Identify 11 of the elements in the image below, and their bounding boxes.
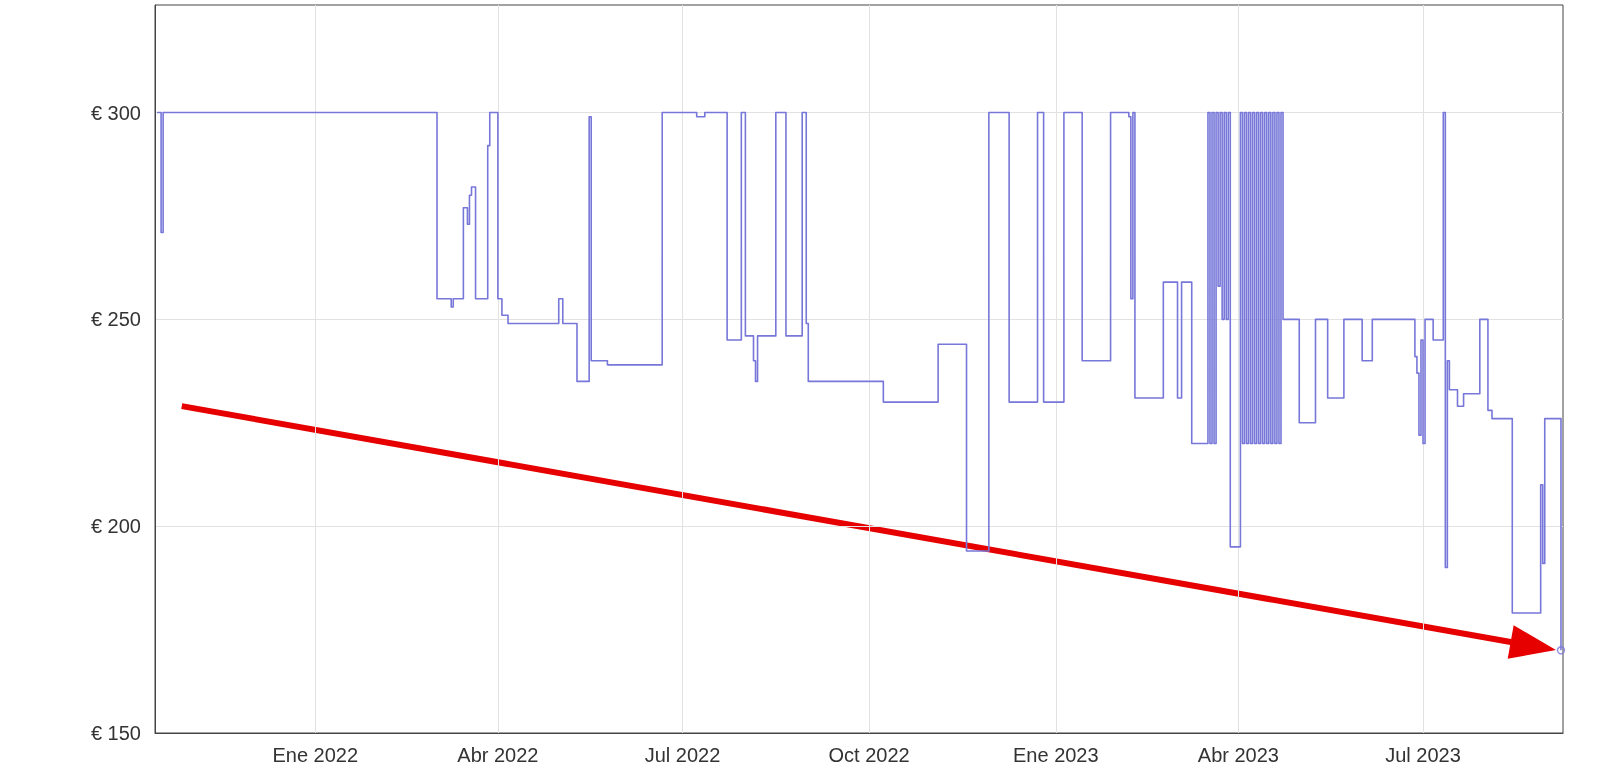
x-tick-label: Abr 2022: [457, 744, 539, 766]
y-tick-label: € 150: [90, 722, 141, 744]
x-tick-label: Jul 2023: [1385, 744, 1461, 766]
y-tick-label: € 300: [90, 101, 141, 124]
x-tick-label: Ene 2022: [272, 744, 359, 766]
x-tick-label: Jul 2022: [644, 744, 721, 766]
y-tick-label: € 200: [90, 515, 141, 538]
y-tick-label: € 250: [90, 308, 141, 331]
x-tick-label: Oct 2022: [828, 744, 910, 766]
x-tick-label: Ene 2023: [1012, 744, 1099, 766]
x-tick-label: Abr 2023: [1197, 744, 1279, 766]
